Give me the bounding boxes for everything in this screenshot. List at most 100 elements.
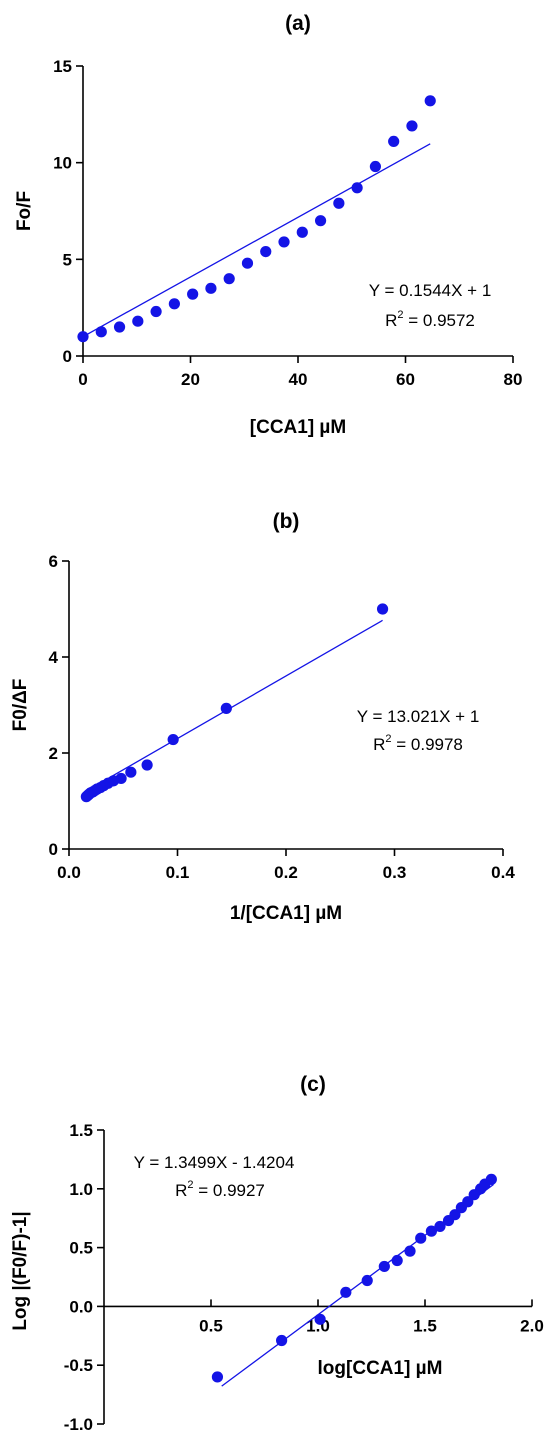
- data-point: [95, 326, 107, 338]
- y-tick-label: 15: [53, 57, 72, 76]
- data-point: [223, 273, 235, 285]
- data-point: [378, 1260, 390, 1273]
- data-point: [351, 182, 363, 194]
- panel-b-xlabel: 1/[CCA1] µM: [230, 903, 342, 924]
- panel-a-marks: [77, 95, 436, 343]
- panel-c-marks: [211, 1173, 497, 1387]
- data-point: [333, 197, 345, 209]
- panel-a-title: (a): [285, 12, 311, 35]
- panel-a-r2-exp: 2: [397, 309, 403, 321]
- panel-a-r2: R2 = 0.9572: [385, 309, 475, 330]
- x-tick-label: 40: [289, 370, 308, 389]
- data-point: [260, 246, 272, 258]
- panel-a-r2-prefix: R: [385, 311, 397, 330]
- data-point: [340, 1286, 352, 1298]
- y-tick-label: 2: [49, 744, 58, 763]
- data-point: [376, 603, 389, 615]
- x-tick-label: 60: [396, 370, 415, 389]
- x-tick-label: 1.5: [413, 1316, 437, 1335]
- y-tick-label: 1.0: [69, 1180, 93, 1199]
- data-point: [77, 331, 89, 343]
- y-tick-label: 6: [49, 552, 58, 571]
- data-point: [369, 160, 381, 173]
- panel-b-r2-prefix: R: [373, 735, 385, 754]
- data-point: [314, 215, 327, 227]
- data-point: [391, 1254, 403, 1267]
- data-point: [424, 95, 436, 107]
- x-tick-label: 20: [181, 370, 200, 389]
- data-point: [220, 702, 232, 714]
- data-point: [404, 1245, 416, 1257]
- data-point: [241, 257, 254, 269]
- y-tick-label: -1.0: [64, 1415, 93, 1434]
- x-tick-label: 0.0: [57, 863, 81, 882]
- data-point: [434, 1220, 446, 1233]
- panel-b: (b) F0/ΔF 1/[CCA1] µM 0 2 4 6 0.0 0.1 0.2 0.3 0.…: [10, 510, 515, 924]
- panel-c-equation: Y = 1.3499X - 1.4204: [134, 1153, 295, 1172]
- panel-c: (c) Log |(F0/F)-1| log[CCA1] µM -1.0 -0.5…: [10, 1073, 544, 1434]
- panel-a-xlabel: [CCA1] µM: [250, 417, 346, 438]
- panel-c-r2-value: = 0.9927: [194, 1181, 265, 1200]
- x-tick-label: 0: [78, 370, 87, 389]
- panel-a-ticks: 0 5 10 15 0 20 40 60 80: [53, 57, 522, 389]
- panel-b-r2: R2 = 0.9978: [373, 733, 463, 754]
- panel-b-r2-exp: 2: [385, 733, 391, 745]
- data-point: [406, 120, 418, 132]
- panel-c-ylabel: Log |(F0/F)-1|: [10, 1211, 31, 1330]
- panel-c-r2-prefix: R: [175, 1181, 187, 1200]
- panel-b-marks: [80, 603, 389, 803]
- data-point: [132, 315, 144, 327]
- panel-a-ylabel: Fo/F: [14, 191, 35, 231]
- data-point: [80, 791, 92, 803]
- panel-a: (a) Fo/F [CCA1] µM 0 5 10 15 0 20 40 60 80 Y = 0…: [14, 12, 522, 438]
- data-point: [278, 236, 290, 248]
- y-tick-label: 5: [63, 250, 72, 269]
- y-tick-label: 0.0: [69, 1297, 93, 1316]
- data-point: [167, 733, 179, 746]
- y-tick-label: 4: [49, 648, 59, 667]
- data-point: [485, 1173, 497, 1185]
- x-tick-label: 0.5: [199, 1316, 223, 1335]
- panel-c-ticks: -1.0-0.50.00.51.01.50.5 1.0 1.5 2.0: [64, 1121, 544, 1434]
- y-tick-label: 10: [53, 154, 72, 173]
- data-point: [296, 226, 308, 238]
- x-tick-label: 0.1: [166, 863, 190, 882]
- data-point: [415, 1232, 427, 1244]
- panel-b-equation: Y = 13.021X + 1: [357, 707, 480, 726]
- x-tick-label: 0.2: [274, 863, 298, 882]
- data-point: [211, 1371, 224, 1383]
- y-tick-label: 0: [49, 840, 58, 859]
- panel-c-r2-exp: 2: [187, 1179, 193, 1191]
- panel-c-title: (c): [300, 1073, 326, 1096]
- fit-line: [86, 619, 383, 792]
- data-point: [205, 282, 217, 294]
- data-point: [141, 759, 153, 771]
- panel-a-equation: Y = 0.1544X + 1: [369, 281, 492, 300]
- panel-b-title: (b): [273, 510, 300, 533]
- y-tick-label: 0.5: [69, 1239, 93, 1258]
- data-point: [388, 135, 400, 147]
- x-tick-label: 0.4: [491, 863, 515, 882]
- x-tick-label: 0.3: [383, 863, 407, 882]
- fit-line: [82, 143, 431, 338]
- data-point: [425, 1225, 438, 1237]
- panel-a-r2-value: = 0.9572: [404, 311, 475, 330]
- data-point: [187, 288, 199, 300]
- panel-c-xlabel: log[CCA1] µM: [318, 1358, 443, 1379]
- x-tick-label: 80: [504, 370, 523, 389]
- data-point: [314, 1313, 326, 1325]
- panel-b-ticks: 0 2 4 6 0.0 0.1 0.2 0.3 0.4: [49, 552, 516, 882]
- y-tick-label: 0: [63, 347, 72, 366]
- data-point: [113, 321, 126, 333]
- x-tick-label: 2.0: [520, 1316, 544, 1335]
- panel-b-ylabel: F0/ΔF: [10, 679, 31, 732]
- y-tick-label: 1.5: [69, 1121, 93, 1140]
- data-point: [361, 1274, 373, 1287]
- panel-c-r2: R2 = 0.9927: [175, 1179, 265, 1200]
- y-tick-label: -0.5: [64, 1356, 93, 1375]
- data-point: [168, 298, 180, 310]
- data-point: [276, 1334, 288, 1347]
- panel-b-r2-value: = 0.9978: [392, 735, 463, 754]
- data-point: [150, 305, 162, 318]
